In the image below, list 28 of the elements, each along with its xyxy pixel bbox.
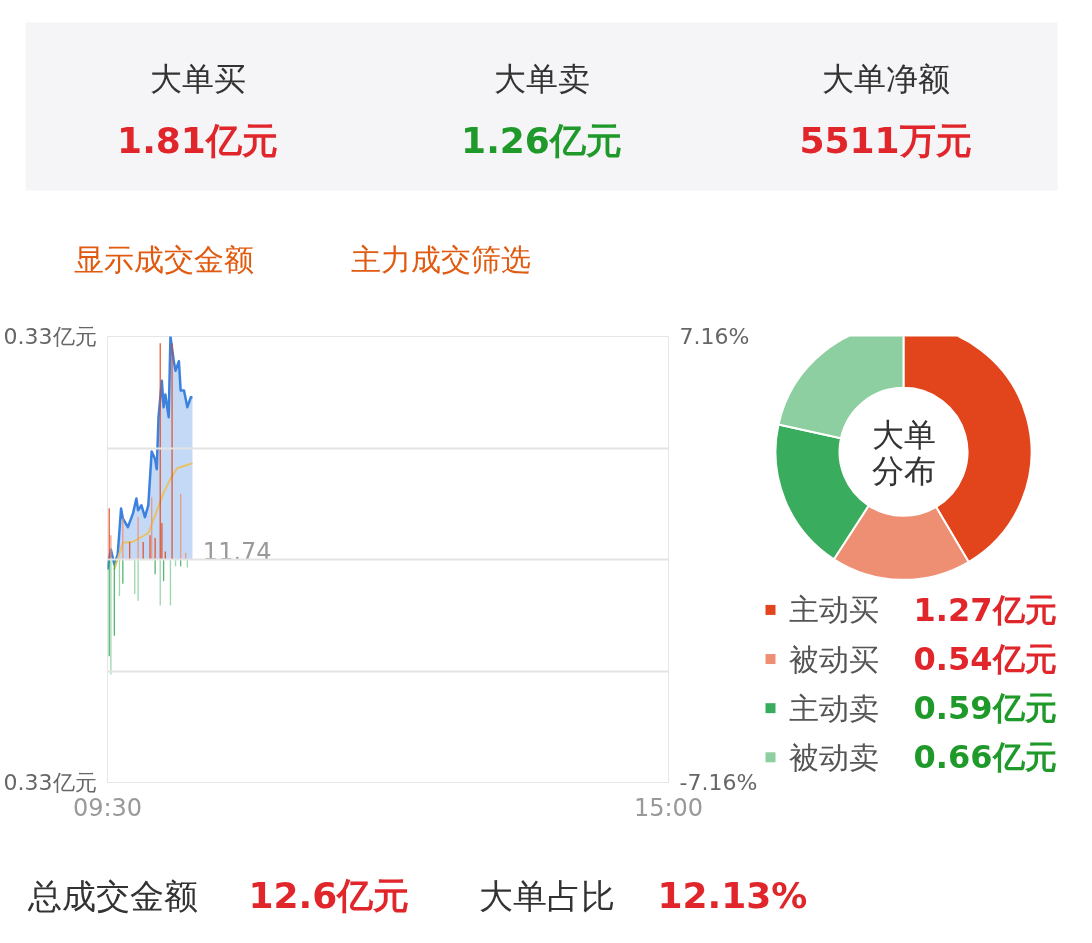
data-label: 0.66亿元 — [913, 738, 1057, 777]
text: 12.13% — [657, 875, 808, 916]
y-tick-label: 7.16% — [679, 324, 750, 349]
text: 1.81亿元 — [117, 120, 278, 161]
x-tick-label: 15:00 — [633, 793, 704, 822]
y2-tick-label: 0.33亿元 — [3, 324, 97, 349]
data-label: 1.27亿元 — [913, 590, 1057, 629]
legend-label: 被动买 — [788, 641, 879, 677]
text: 1.26亿元 — [461, 120, 622, 161]
legend-label: 被动卖 — [788, 739, 879, 775]
line-series — [113, 462, 194, 571]
data-label: 0.54亿元 — [913, 640, 1057, 679]
text: 大单净额 — [821, 59, 950, 98]
text: 大单分布 — [871, 415, 936, 490]
y-tick-label: -7.16% — [679, 770, 758, 795]
text: 大单买 — [149, 59, 246, 98]
text: 大单占比 — [478, 875, 615, 916]
data-label: 0.59亿元 — [913, 689, 1057, 728]
y2-tick-label: 0.33亿元 — [3, 770, 97, 795]
legend-label: 主动买 — [788, 592, 879, 628]
text: 12.6亿元 — [248, 875, 410, 916]
text: 大单卖 — [493, 59, 590, 98]
text: 总成交金额 — [26, 875, 198, 916]
x-tick-label: 09:30 — [72, 793, 143, 822]
text: 主力成交筛选 — [350, 242, 531, 277]
text: 5511万元 — [799, 120, 972, 161]
text: 显示成交金额 — [73, 242, 254, 277]
legend-label: 主动卖 — [788, 690, 879, 726]
